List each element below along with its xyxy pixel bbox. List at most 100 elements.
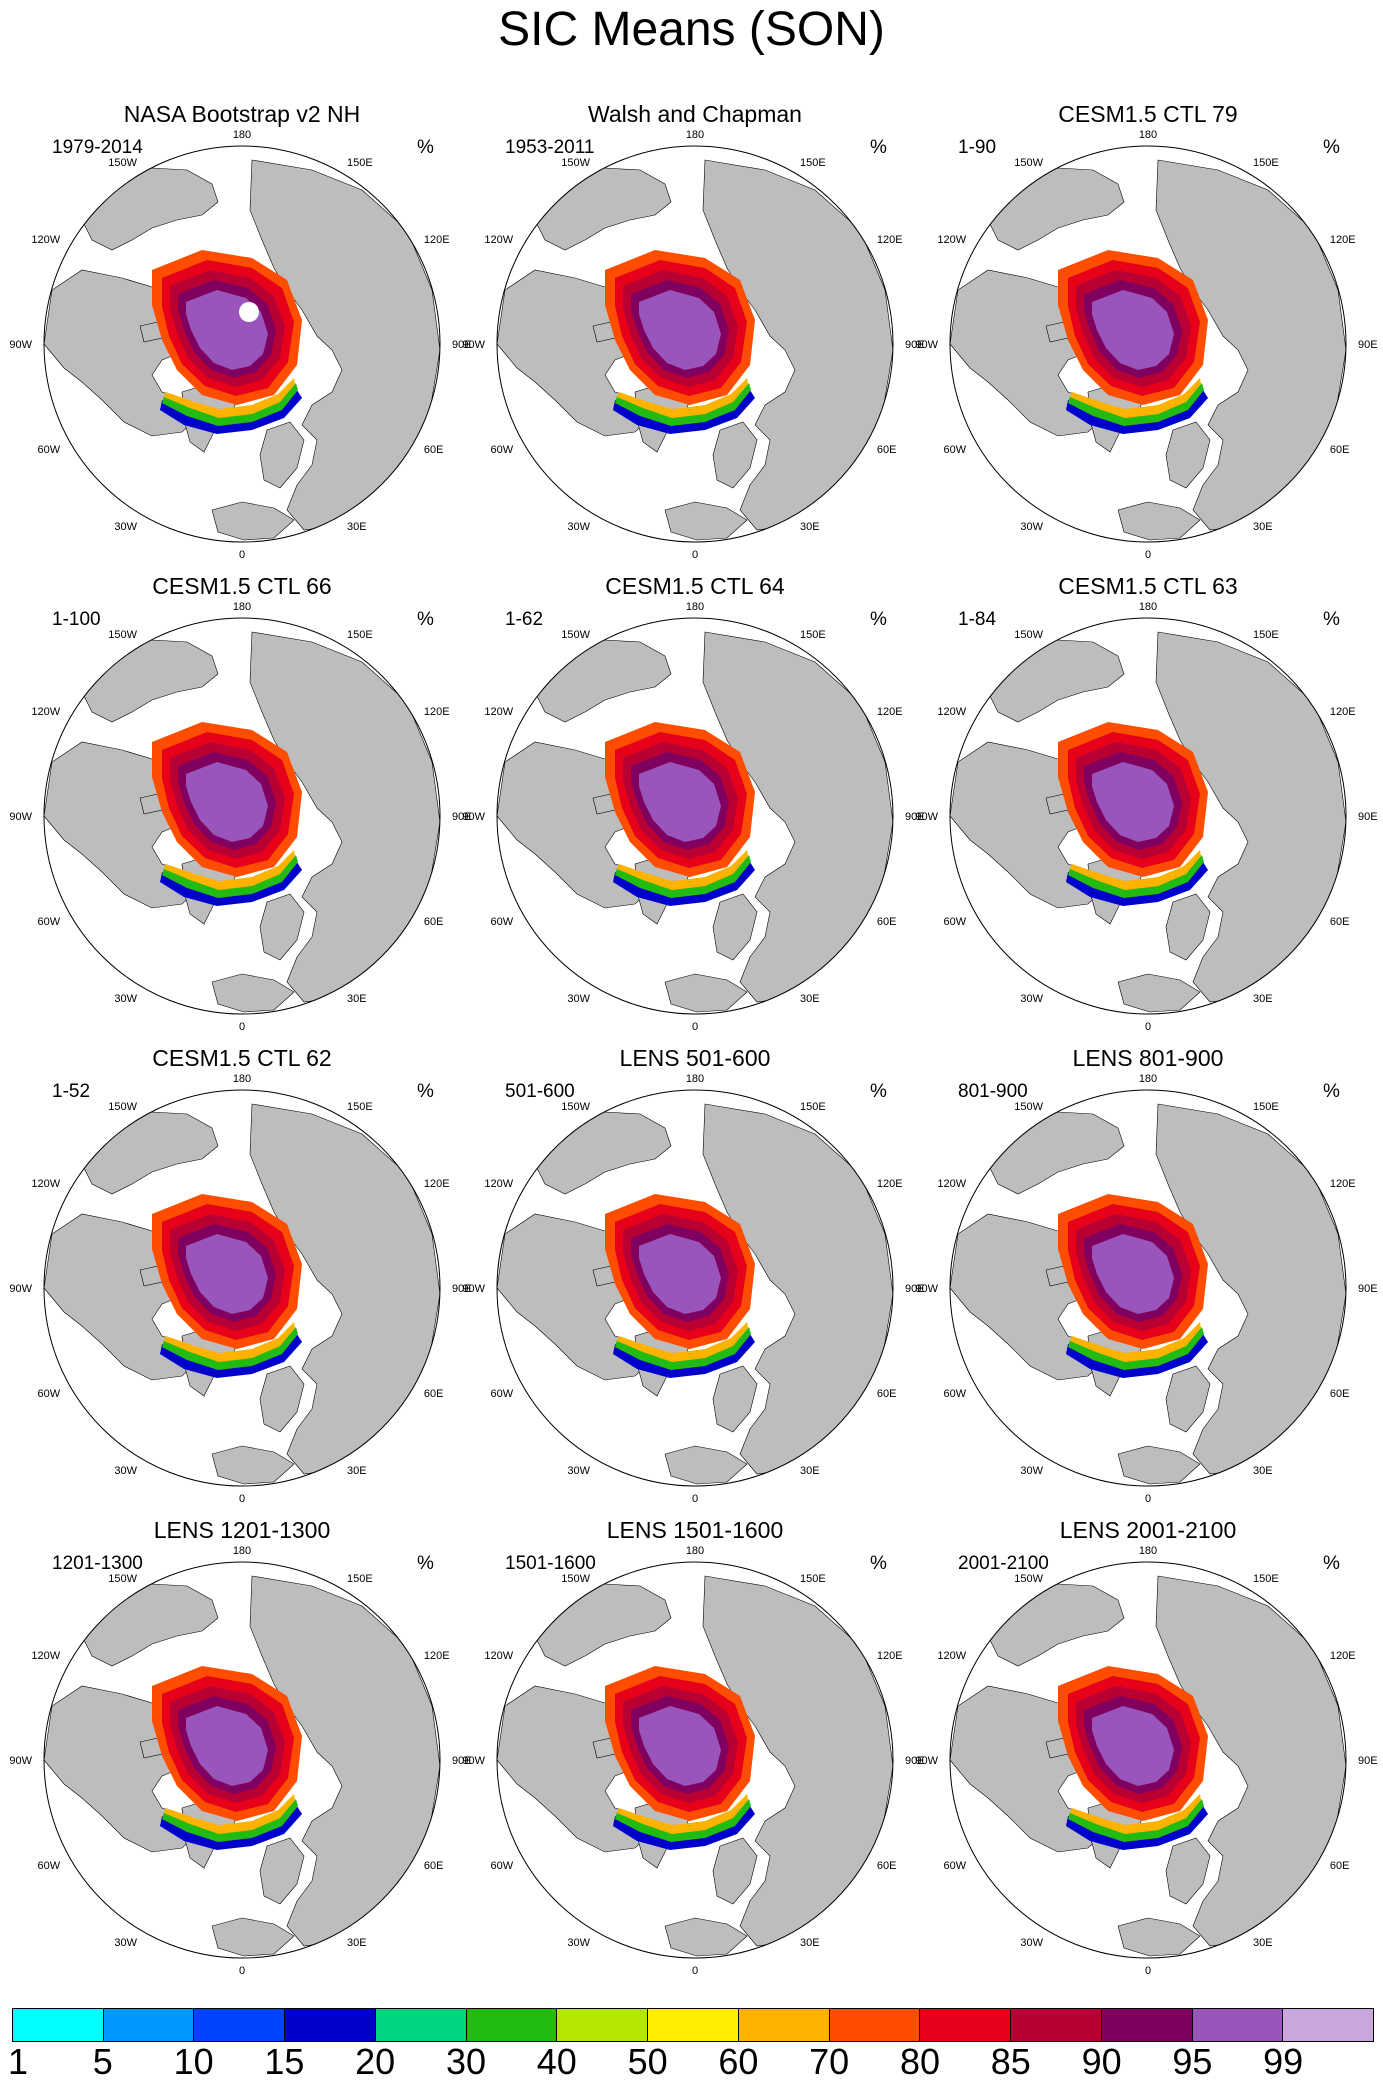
longitude-label: 30E bbox=[800, 993, 820, 1005]
panel-period: 1979-2014 bbox=[52, 137, 143, 158]
longitude-label: 60E bbox=[877, 1860, 897, 1872]
panel-unit: % bbox=[1323, 1553, 1340, 1574]
colorbar-box bbox=[738, 2009, 830, 2041]
colorbar-box bbox=[375, 2009, 467, 2041]
sea-ice-band bbox=[617, 850, 748, 890]
map-border bbox=[496, 1089, 894, 1487]
longitude-label: 0 bbox=[1145, 1965, 1151, 1977]
land-mass bbox=[712, 1837, 758, 1905]
longitude-label: 30E bbox=[347, 521, 367, 533]
longitude-label: 120W bbox=[937, 706, 966, 718]
longitude-label: 150W bbox=[561, 1573, 590, 1585]
land-mass bbox=[211, 501, 295, 541]
longitude-label: 60W bbox=[943, 916, 966, 928]
longitude-label: 60E bbox=[424, 916, 444, 928]
longitude-label: 120E bbox=[1330, 234, 1356, 246]
longitude-label: 180 bbox=[233, 1545, 251, 1557]
longitude-label: 0 bbox=[1145, 1021, 1151, 1033]
map-border bbox=[496, 145, 894, 543]
longitude-label: 180 bbox=[233, 1073, 251, 1085]
longitude-label: 0 bbox=[692, 1493, 698, 1505]
longitude-label: 90W bbox=[462, 1283, 485, 1295]
panel-period: 1-90 bbox=[958, 137, 997, 158]
sea-ice-band bbox=[613, 862, 755, 906]
longitude-label: 30E bbox=[800, 1465, 820, 1477]
sea-ice-band bbox=[615, 855, 751, 898]
sea-ice-contour bbox=[1092, 1234, 1174, 1314]
longitude-label: 0 bbox=[239, 1493, 245, 1505]
longitude-label: 150W bbox=[561, 157, 590, 169]
colorbar-box bbox=[829, 2009, 921, 2041]
land-mass bbox=[211, 1917, 295, 1957]
longitude-label: 60W bbox=[37, 1388, 60, 1400]
longitude-label: 150E bbox=[800, 1101, 826, 1113]
map-panel: 180 150E 120E 90E 60E 30E 0 30W 60W 90W 120W 150W CE… bbox=[915, 100, 1378, 570]
longitude-label: 90E bbox=[452, 811, 472, 823]
colorbar-label: 40 bbox=[536, 2041, 577, 2082]
longitude-label: 150W bbox=[561, 629, 590, 641]
longitude-label: 90W bbox=[915, 1283, 938, 1295]
sea-ice-band bbox=[162, 1327, 298, 1370]
map-panel: 180 150E 120E 90E 60E 30E 0 30W 60W 90W 120W 150W CE… bbox=[915, 572, 1378, 1042]
longitude-label: 60E bbox=[1330, 916, 1350, 928]
panel-unit: % bbox=[870, 1553, 887, 1574]
longitude-label: 90W bbox=[9, 1755, 32, 1767]
panel-title: CESM1.5 CTL 79 bbox=[1058, 101, 1238, 127]
panel-title: LENS 501-600 bbox=[619, 1045, 771, 1071]
map-border bbox=[949, 1089, 1347, 1487]
longitude-label: 180 bbox=[686, 129, 704, 141]
land-mass bbox=[1117, 1445, 1201, 1485]
longitude-label: 90E bbox=[905, 1755, 925, 1767]
colorbar-box bbox=[466, 2009, 558, 2041]
longitude-label: 120W bbox=[484, 706, 513, 718]
longitude-label: 150W bbox=[1014, 1573, 1043, 1585]
panel-period: 2001-2100 bbox=[958, 1553, 1049, 1574]
sea-ice-band bbox=[615, 1327, 751, 1370]
colorbar-label: 70 bbox=[809, 2041, 850, 2082]
longitude-label: 150E bbox=[1253, 157, 1279, 169]
panel-title: CESM1.5 CTL 66 bbox=[152, 573, 332, 599]
longitude-label: 60W bbox=[490, 444, 513, 456]
sea-ice-band bbox=[613, 1334, 755, 1378]
colorbar-box bbox=[1283, 2009, 1374, 2041]
sea-ice-contour bbox=[186, 762, 268, 842]
longitude-label: 60W bbox=[943, 1388, 966, 1400]
longitude-label: 60E bbox=[1330, 1860, 1350, 1872]
longitude-label: 60E bbox=[1330, 444, 1350, 456]
panel-title: LENS 801-900 bbox=[1072, 1045, 1224, 1071]
longitude-label: 30E bbox=[347, 993, 367, 1005]
longitude-label: 0 bbox=[692, 549, 698, 561]
longitude-label: 90E bbox=[905, 1283, 925, 1295]
longitude-label: 120W bbox=[484, 234, 513, 246]
sea-ice-contour bbox=[639, 290, 721, 370]
panel-unit: % bbox=[417, 1081, 434, 1102]
panel-unit: % bbox=[417, 137, 434, 158]
figure-title: SIC Means (SON) bbox=[498, 3, 885, 56]
longitude-label: 120E bbox=[877, 706, 903, 718]
polar-map: 180 150E 120E 90E 60E 30E 0 30W 60W 90W 120W 150W bbox=[915, 1073, 1377, 1505]
longitude-label: 30W bbox=[1020, 521, 1043, 533]
map-border bbox=[43, 145, 441, 543]
colorbar-box bbox=[194, 2009, 286, 2041]
longitude-label: 60E bbox=[877, 916, 897, 928]
land-mass bbox=[259, 893, 305, 961]
colorbar-label: 95 bbox=[1172, 2041, 1213, 2082]
longitude-label: 90W bbox=[915, 1755, 938, 1767]
panel-period: 801-900 bbox=[958, 1081, 1028, 1102]
land-mass bbox=[664, 1445, 748, 1485]
longitude-label: 150E bbox=[800, 1573, 826, 1585]
longitude-label: 90E bbox=[1358, 1755, 1378, 1767]
panel-title: Walsh and Chapman bbox=[588, 101, 802, 127]
polar-map: 180 150E 120E 90E 60E 30E 0 30W 60W 90W 120W 150W bbox=[9, 601, 472, 1033]
land-mass bbox=[211, 973, 295, 1013]
polar-map: 180 150E 120E 90E 60E 30E 0 30W 60W 90W 120W 150W bbox=[9, 129, 471, 561]
sea-ice-contour bbox=[1092, 762, 1174, 842]
longitude-label: 60W bbox=[490, 1860, 513, 1872]
panel-unit: % bbox=[417, 609, 434, 630]
panel-title: CESM1.5 CTL 63 bbox=[1058, 573, 1238, 599]
polar-map: 180 150E 120E 90E 60E 30E 0 30W 60W 90W 120W 150W bbox=[915, 1545, 1378, 1977]
map-panel: 180 150E 120E 90E 60E 30E 0 30W 60W 90W 120W 150W LE… bbox=[9, 1516, 472, 1986]
land-mass bbox=[712, 421, 758, 489]
longitude-label: 90W bbox=[915, 339, 938, 351]
map-border bbox=[496, 1561, 894, 1959]
